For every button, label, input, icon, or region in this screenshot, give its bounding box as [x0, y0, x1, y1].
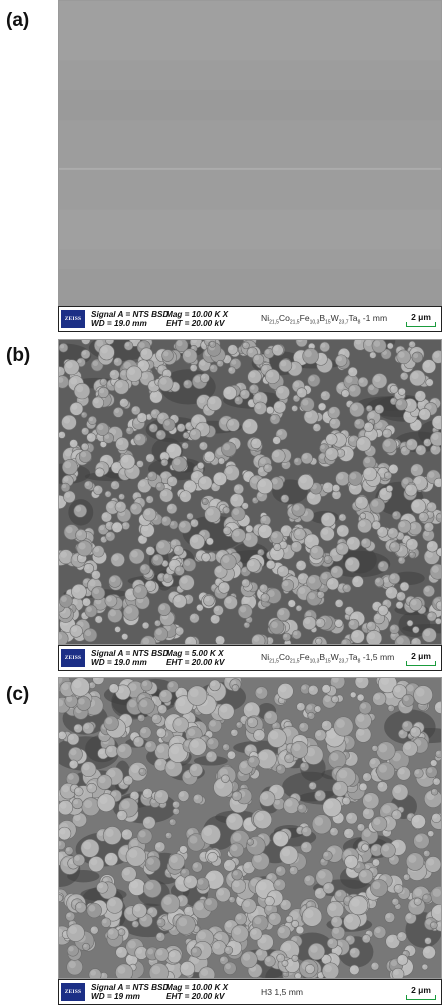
- wd-text: WD = 19.0 mm: [91, 319, 147, 328]
- scale-bar: 2 μm: [404, 312, 438, 327]
- nodular-surface-image: [59, 678, 441, 978]
- sample-label: Ni21,5Co21,5Fe10,3B15W23,7Ta8 -1 mm: [261, 312, 388, 326]
- scale-bar-label: 2 μm: [411, 311, 431, 322]
- sem-parameters: Signal A = NTS BSD Mag = 5.00 K X WD = 19…: [91, 649, 261, 668]
- eht-text: EHT = 20.00 kV: [166, 658, 225, 667]
- sample-label: Ni21,5Co21,5Fe10,3B15W23,7Ta8 -1,5 mm: [261, 651, 395, 665]
- sem-info-bar-c: ZEISS Signal A = NTS BSD Mag = 10.00 K X …: [58, 979, 442, 1005]
- signal-text: Signal A = NTS BSD: [91, 982, 169, 992]
- sem-micrograph-nodular-c: [58, 677, 442, 979]
- sample-label: H3 1,5 mm: [261, 987, 304, 997]
- scale-bar-line: [406, 994, 436, 1000]
- zeiss-logo: ZEISS: [61, 983, 85, 1001]
- scale-bar-line: [406, 660, 436, 666]
- sem-parameters: Signal A = NTS BSD Mag = 10.00 K X WD = 1…: [91, 983, 261, 1002]
- wd-text: WD = 19.0 mm: [91, 658, 147, 667]
- scale-bar-label: 2 μm: [411, 984, 431, 995]
- panel-label-a: (a): [6, 10, 30, 31]
- scale-bar: 2 μm: [404, 985, 438, 1000]
- scale-bar-label: 2 μm: [411, 650, 431, 661]
- sem-micrograph-nodular-b: [58, 339, 442, 645]
- sem-micrograph-smooth-surface: [58, 0, 442, 306]
- nodular-surface-image: [59, 340, 441, 644]
- zeiss-logo: ZEISS: [61, 310, 85, 328]
- sem-info-bar-b: ZEISS Signal A = NTS BSD Mag = 5.00 K X W…: [58, 645, 442, 671]
- eht-text: EHT = 20.00 kV: [166, 319, 225, 328]
- scale-bar: 2 μm: [404, 651, 438, 666]
- sem-parameters: Signal A = NTS BSD Mag = 10.00 K X WD = 1…: [91, 310, 261, 329]
- panel-label-c: (c): [6, 684, 30, 705]
- sem-info-bar-a: ZEISS Signal A = NTS BSD Mag = 10.00 K X …: [58, 306, 442, 332]
- mag-text: Mag = 10.00 K X: [166, 982, 229, 992]
- wd-text: WD = 19 mm: [91, 992, 140, 1001]
- zeiss-logo: ZEISS: [61, 649, 85, 667]
- panel-label-b: (b): [6, 345, 31, 366]
- smooth-surface-image: [59, 1, 441, 305]
- eht-text: EHT = 20.00 kV: [166, 992, 225, 1001]
- mag-text: Mag = 10.00 K X: [166, 309, 229, 319]
- mag-text: Mag = 5.00 K X: [166, 648, 224, 658]
- signal-text: Signal A = NTS BSD: [91, 648, 169, 658]
- scale-bar-line: [406, 321, 436, 327]
- signal-text: Signal A = NTS BSD: [91, 309, 169, 319]
